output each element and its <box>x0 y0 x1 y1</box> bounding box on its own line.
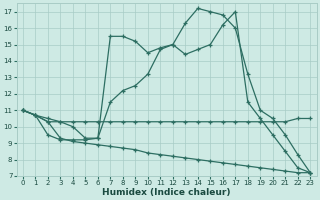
X-axis label: Humidex (Indice chaleur): Humidex (Indice chaleur) <box>102 188 231 197</box>
